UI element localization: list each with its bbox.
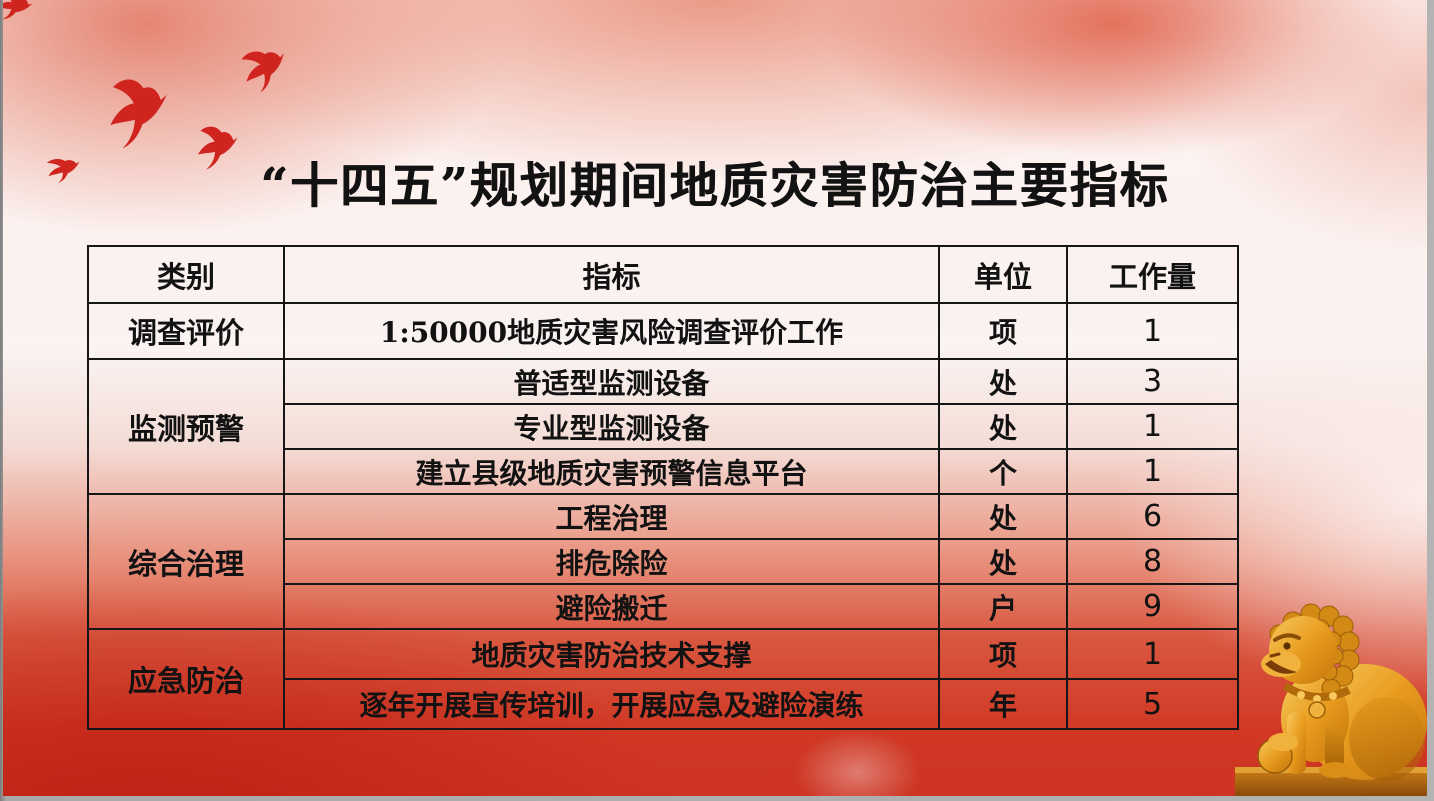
table-row: 专业型监测设备 处 1 [88, 403, 1239, 450]
unit-cell: 处 [938, 538, 1068, 585]
slide-canvas: “十四五”规划期间地质灾害防治主要指标 类别 指标 单位 工作量 调查评价 1:… [3, 0, 1427, 796]
indicator-cell: 普适型监测设备 [283, 358, 940, 405]
indicator-cell: 逐年开展宣传培训，开展应急及避险演练 [283, 678, 940, 730]
dove-icon [3, 0, 33, 20]
category-cell: 综合治理 [87, 493, 285, 630]
table-row: 逐年开展宣传培训，开展应急及避险演练 年 5 [88, 678, 1239, 730]
dove-icon [241, 51, 284, 93]
table-row: 避险搬迁 户 9 [88, 583, 1239, 630]
amount-cell: 1 [1066, 302, 1239, 360]
table-row: 监测预警 普适型监测设备 处 3 [87, 358, 1239, 495]
amount-cell: 5 [1066, 678, 1239, 730]
header-cell-unit: 单位 [938, 245, 1068, 304]
amount-cell: 9 [1066, 583, 1239, 630]
dove-icon [46, 158, 80, 184]
amount-cell: 8 [1066, 538, 1239, 585]
slide-title: “十四五”规划期间地质灾害防治主要指标 [260, 158, 1170, 214]
amount-cell: 1 [1066, 403, 1239, 450]
table-row: 建立县级地质灾害预警信息平台 个 1 [88, 448, 1239, 495]
amount-cell: 3 [1066, 358, 1239, 405]
header-cell-indicator: 指标 [283, 245, 940, 304]
table-header-row: 类别 指标 单位 工作量 [87, 245, 1239, 304]
table-row: 综合治理 工程治理 处 6 [87, 493, 1239, 630]
unit-cell: 处 [938, 493, 1068, 540]
table-row: 调查评价 1:50000地质灾害风险调查评价工作 项 1 [87, 302, 1239, 360]
unit-cell: 项 [938, 628, 1068, 680]
dove-icon [197, 126, 238, 170]
unit-cell: 户 [938, 583, 1068, 630]
table-row: 应急防治 地质灾害防治技术支撑 项 1 [87, 628, 1239, 730]
indicator-cell: 工程治理 [283, 493, 940, 540]
amount-cell: 6 [1066, 493, 1239, 540]
header-cell-category: 类别 [87, 245, 285, 304]
indicator-cell: 地质灾害防治技术支撑 [283, 628, 940, 680]
unit-cell: 项 [938, 302, 1068, 360]
unit-cell: 个 [938, 448, 1068, 495]
header-cell-amount: 工作量 [1066, 245, 1239, 304]
unit-cell: 处 [938, 358, 1068, 405]
category-cell: 调查评价 [87, 302, 285, 360]
indicator-cell: 排危除险 [283, 538, 940, 585]
indicator-cell: 1:50000地质灾害风险调查评价工作 [283, 302, 940, 360]
amount-cell: 1 [1066, 448, 1239, 495]
indicators-table: 类别 指标 单位 工作量 调查评价 1:50000地质灾害风险调查评价工作 项 … [87, 245, 1239, 730]
category-cell: 监测预警 [87, 358, 285, 495]
golden-lion-statue-icon [1235, 603, 1427, 796]
table-row: 排危除险 处 8 [88, 538, 1239, 585]
amount-cell: 1 [1066, 628, 1239, 680]
unit-cell: 处 [938, 403, 1068, 450]
indicator-cell: 专业型监测设备 [283, 403, 940, 450]
indicator-cell: 避险搬迁 [283, 583, 940, 630]
indicator-cell: 建立县级地质灾害预警信息平台 [283, 448, 940, 495]
category-cell: 应急防治 [87, 628, 285, 730]
dove-icon [110, 79, 167, 149]
unit-cell: 年 [938, 678, 1068, 730]
